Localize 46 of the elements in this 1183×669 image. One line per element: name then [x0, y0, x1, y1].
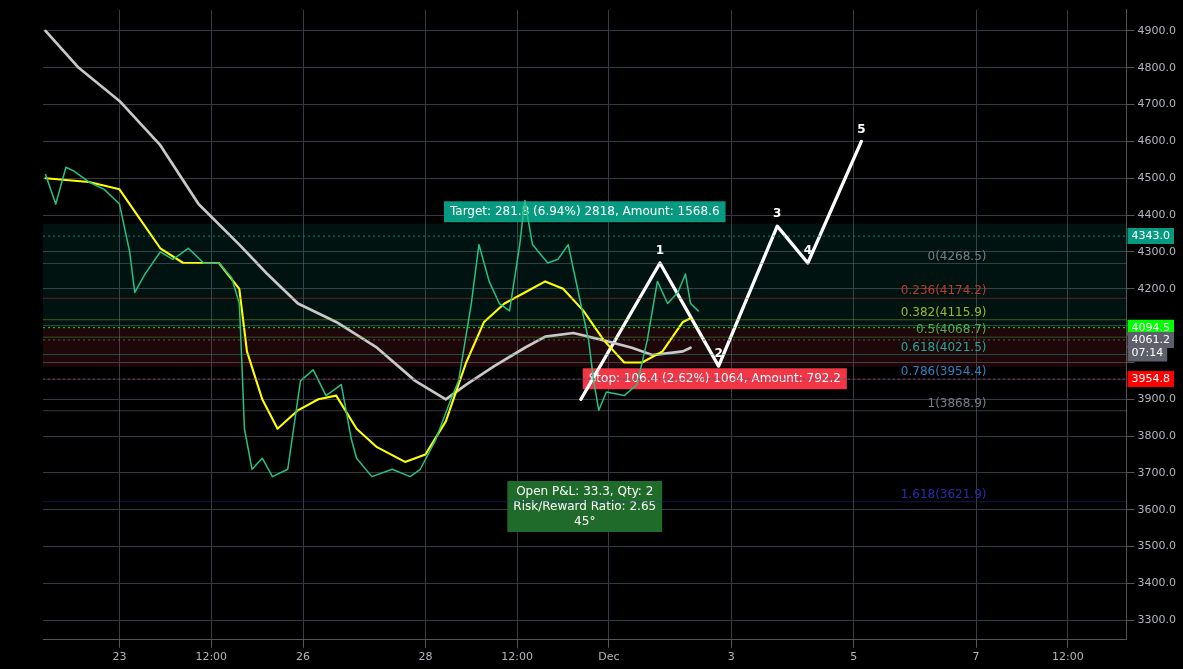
- y-tick-label: 3600.0: [1137, 502, 1177, 516]
- x-tick-label: 5: [850, 650, 858, 664]
- x-tick-label: 7: [972, 650, 980, 664]
- ref-line-label: 0.786(3954.4): [900, 364, 987, 379]
- ref-line-label: 0(4268.5): [927, 248, 987, 263]
- annotation: 07:14: [1131, 346, 1164, 360]
- y-tick-label: 4200.0: [1137, 281, 1177, 295]
- x-tick-label: 12:00: [1052, 650, 1084, 664]
- ref-line-label: 0.618(4021.5): [900, 339, 987, 354]
- y-tick-label: 4900.0: [1137, 23, 1177, 37]
- annotation: 2: [714, 346, 723, 361]
- y-tick-label: 3400.0: [1137, 576, 1177, 590]
- annotation: 3: [773, 206, 782, 221]
- annotation: 45°: [574, 513, 596, 528]
- y-tick-label: 3800.0: [1137, 428, 1177, 442]
- x-tick-label: 28: [418, 650, 433, 664]
- ref-line-label: 4343.0: [1131, 228, 1171, 242]
- annotation: 1: [655, 243, 665, 258]
- y-tick-label: 4500.0: [1137, 171, 1177, 185]
- x-tick-label: Dec: [598, 650, 620, 664]
- ref-line-label: 3954.8: [1131, 371, 1171, 385]
- ref-line-label: 0.382(4115.9): [900, 304, 987, 319]
- x-tick-label: 3: [727, 650, 735, 664]
- ref-line-label: 1(3868.9): [927, 395, 987, 410]
- y-tick-label: 3500.0: [1137, 539, 1177, 553]
- annotation: Risk/Reward Ratio: 2.65: [513, 498, 657, 513]
- y-tick-label: 4800.0: [1137, 60, 1177, 74]
- y-tick-label: 3700.0: [1137, 465, 1177, 479]
- ref-line-label: 0.5(4068.7): [916, 322, 987, 337]
- y-tick-label: 4600.0: [1137, 134, 1177, 148]
- y-tick-label: 3300.0: [1137, 613, 1177, 627]
- ref-line-label: 1.618(3621.9): [900, 486, 987, 501]
- x-tick-label: 12:00: [501, 650, 534, 664]
- x-tick-label: 12:00: [195, 650, 228, 664]
- x-tick-label: 26: [296, 650, 311, 664]
- y-tick-label: 4400.0: [1137, 207, 1177, 221]
- y-tick-label: 3900.0: [1137, 392, 1177, 406]
- ref-line-label: 4061.2: [1131, 332, 1171, 346]
- annotation: 4: [803, 243, 813, 258]
- y-tick-label: 4700.0: [1137, 97, 1177, 111]
- y-tick-label: 4300.0: [1137, 244, 1177, 258]
- annotation: Open P&L: 33.3, Qty: 2: [516, 483, 654, 498]
- annotation: 5: [857, 121, 866, 136]
- x-tick-label: 23: [112, 650, 127, 664]
- ref-line-label: 0.236(4174.2): [900, 283, 987, 298]
- ref-line-label: 4094.5: [1131, 320, 1171, 334]
